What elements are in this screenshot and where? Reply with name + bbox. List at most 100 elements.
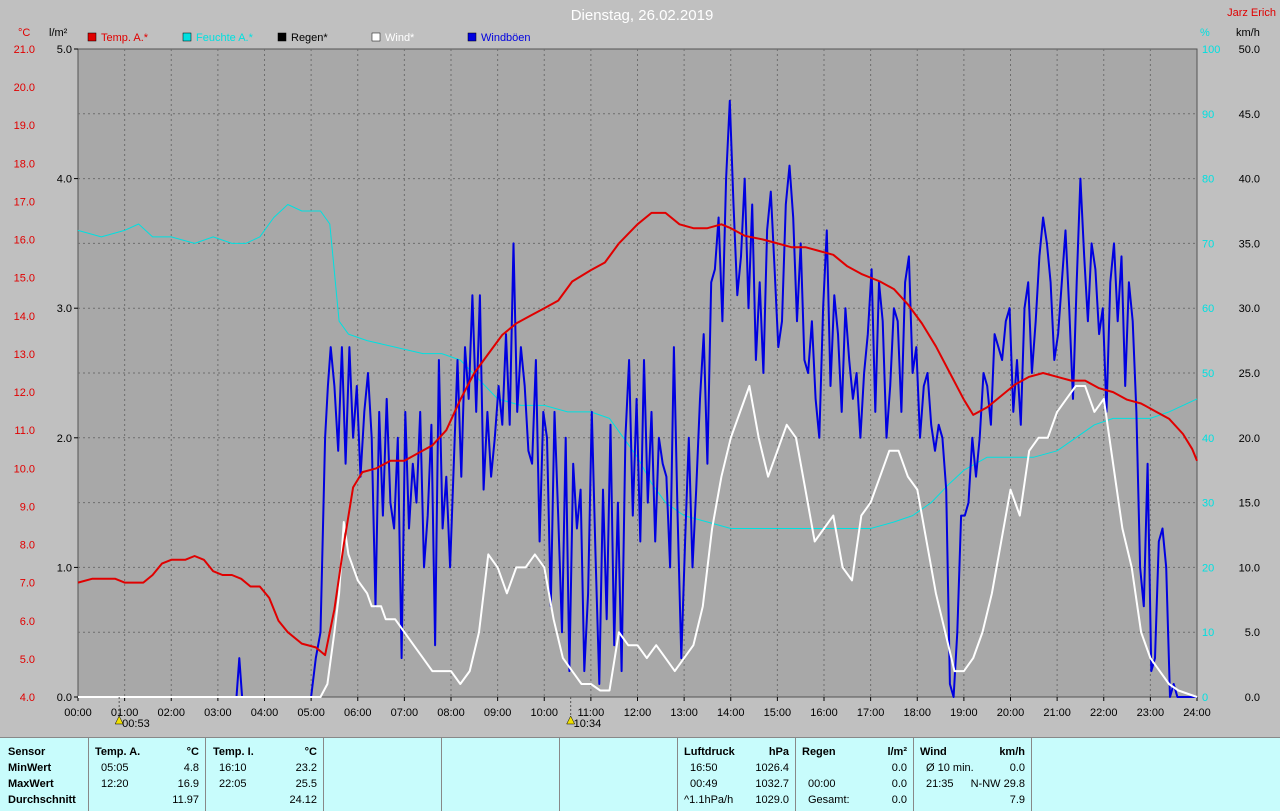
wind-avg10-value: 0.0 (1009, 762, 1025, 774)
legend-swatch (371, 32, 381, 42)
wind-avg10-label: Ø 10 min. (926, 762, 974, 774)
time-tick-label: 14:00 (717, 707, 745, 719)
wind-tick-label: 5.0 (1245, 627, 1260, 639)
temp-i-header: Temp. I. (213, 746, 254, 758)
humidity-tick-label: 40 (1202, 433, 1214, 445)
temp-a-unit: °C (186, 746, 199, 758)
humidity-tick-label: 0 (1202, 692, 1208, 704)
temp-tick-label: 17.0 (14, 196, 35, 208)
event-marker-icon (114, 715, 124, 725)
wind-tick-label: 35.0 (1239, 238, 1260, 250)
time-tick-label: 08:00 (437, 707, 465, 719)
stats-panel: Sensor MinWert MaxWert Durchschnitt Temp… (0, 737, 1280, 811)
sensor-header: Sensor (8, 746, 46, 758)
temp-i-unit: °C (304, 746, 317, 758)
legend: Temp. A.* Feuchte A.* Regen* Wind* Windböen (87, 32, 531, 44)
pressure-max-time: 00:49 (690, 778, 718, 790)
wind-tick-label: 10.0 (1239, 562, 1260, 574)
rain-tick-label: 1.0 (57, 562, 72, 574)
stats-temp-i-block: Temp. I. °C 16:10 23.2 22:05 25.5 24.12 (206, 738, 324, 811)
legend-swatch (467, 32, 477, 42)
pressure-min-time: 16:50 (690, 762, 718, 774)
row-label-max: MaxWert (8, 778, 54, 790)
wind-tick-label: 25.0 (1239, 368, 1260, 380)
humidity-tick-label: 60 (1202, 303, 1214, 315)
pressure-trend: ^1.1hPa/h (684, 794, 734, 806)
stats-empty-3 (560, 738, 678, 811)
rain-max-value: 0.0 (891, 778, 907, 790)
rain-tick-label: 0.0 (57, 692, 72, 704)
wind-tick-label: 20.0 (1239, 433, 1260, 445)
wind-tick-label: 0.0 (1245, 692, 1260, 704)
legend-swatch (277, 32, 287, 42)
event-markers: 00:53 10:34 (114, 697, 601, 730)
temp-tick-label: 5.0 (20, 654, 35, 666)
grid (78, 49, 1197, 697)
time-tick-label: 15:00 (764, 707, 792, 719)
row-label-avg: Durchschnitt (8, 794, 76, 806)
legend-swatch (87, 32, 97, 42)
temp-tick-label: 4.0 (20, 692, 35, 704)
temp-tick-label: 15.0 (14, 273, 35, 285)
humidity-tick-label: 10 (1202, 627, 1214, 639)
pressure-min-value: 1026.4 (755, 762, 789, 774)
stats-rain-block: Regen l/m² 0.0 00:00 0.0 Gesamt: 0.0 (796, 738, 914, 811)
time-tick-label: 23:00 (1137, 707, 1165, 719)
series-feuchtea (77, 204, 1198, 529)
humidity-tick-label: 80 (1202, 174, 1214, 186)
rain-tick-label: 5.0 (57, 44, 72, 56)
time-tick-label: 20:00 (997, 707, 1025, 719)
temp-a-max-time: 12:20 (101, 778, 129, 790)
time-tick-label: 00:00 (64, 707, 92, 719)
time-tick-label: 09:00 (484, 707, 512, 719)
humidity-tick-label: 50 (1202, 368, 1214, 380)
time-tick-label: 07:00 (391, 707, 419, 719)
humidity-tick-label: 20 (1202, 562, 1214, 574)
wind-tick-label: 45.0 (1239, 109, 1260, 121)
author-label: Jarz Erich (1227, 7, 1276, 19)
stats-empty-2 (442, 738, 560, 811)
temp-tick-label: 12.0 (14, 387, 35, 399)
temp-i-max-time: 22:05 (219, 778, 247, 790)
humidity-tick-label: 70 (1202, 238, 1214, 250)
wind-tick-label: 40.0 (1239, 174, 1260, 186)
rain-total-label: Gesamt: (808, 794, 850, 806)
temp-a-max-value: 16.9 (177, 778, 199, 790)
axis-rain: 0.0 1.0 2.0 3.0 4.0 5.0 (57, 44, 78, 704)
temp-tick-label: 13.0 (14, 349, 35, 361)
temp-a-avg-value: 11.97 (172, 794, 199, 806)
axis-time: 00:00 01:00 02:00 03:00 04:00 05:00 06:00 07:00… (64, 697, 1211, 719)
temp-tick-label: 8.0 (20, 540, 35, 552)
time-tick-label: 17:00 (857, 707, 885, 719)
temp-tick-label: 19.0 (14, 120, 35, 132)
rain-tick-label: 2.0 (57, 433, 72, 445)
time-tick-label: 05:00 (297, 707, 325, 719)
time-tick-label: 02:00 (157, 707, 185, 719)
rain-unit: l/m² (887, 746, 907, 758)
event-marker-icon (566, 715, 576, 725)
series-tempa (77, 211, 1198, 657)
axis-wind: 0.0 5.0 10.0 15.0 20.0 25.0 30.0 35.0 40.0 45.0 50… (1239, 44, 1260, 704)
stats-sensor-block: Sensor MinWert MaxWert Durchschnitt (0, 738, 89, 811)
stats-wind-block: Wind km/h Ø 10 min. 0.0 21:35 N-NW 29.8 … (914, 738, 1032, 811)
time-tick-label: 21:00 (1043, 707, 1071, 719)
temp-tick-label: 10.0 (14, 463, 35, 475)
wind-max-value: N-NW 29.8 (970, 778, 1025, 790)
pressure-header: Luftdruck (684, 746, 735, 758)
wind-tick-label: 15.0 (1239, 498, 1260, 510)
humidity-tick-label: 100 (1202, 44, 1220, 56)
temp-tick-label: 14.0 (14, 311, 35, 323)
wind-tick-label: 50.0 (1239, 44, 1260, 56)
rain-tick-label: 3.0 (57, 303, 72, 315)
time-tick-label: 06:00 (344, 707, 372, 719)
temp-i-avg-value: 24.12 (289, 794, 317, 806)
axis-humidity: 0 10 20 30 40 50 60 70 80 90 100 (1202, 44, 1220, 704)
legend-label: Temp. A.* (101, 32, 149, 44)
humidity-tick-label: 30 (1202, 498, 1214, 510)
time-tick-label: 22:00 (1090, 707, 1118, 719)
weather-chart: Dienstag, 26.02.2019 Jarz Erich °C l/m² … (14, 7, 1276, 730)
stats-temp-a-block: Temp. A. °C 05:05 4.8 12:20 16.9 11.97 (89, 738, 206, 811)
temp-tick-label: 6.0 (20, 616, 35, 628)
rain-row1-value: 0.0 (891, 762, 907, 774)
time-tick-label: 11:00 (578, 707, 605, 719)
